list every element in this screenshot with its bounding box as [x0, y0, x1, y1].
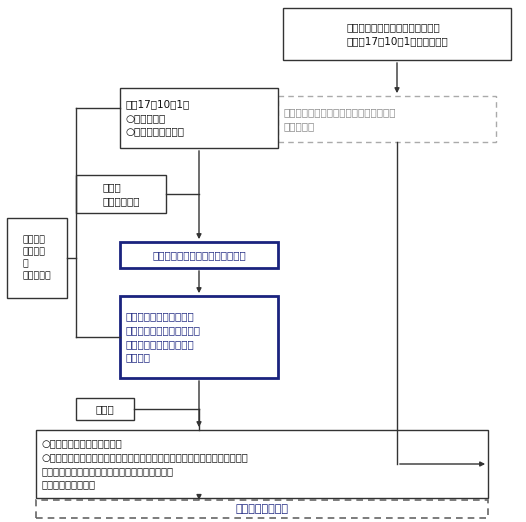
- Bar: [36, 500, 488, 518]
- Bar: [76, 398, 134, 420]
- Bar: [36, 430, 488, 498]
- Text: 暫定期間
（６ヶ月
＋
延長期間）: 暫定期間 （６ヶ月 ＋ 延長期間）: [23, 235, 52, 281]
- Bar: [120, 88, 278, 148]
- Bar: [283, 8, 511, 60]
- Bar: [120, 242, 278, 268]
- Text: 国土交通大臣による暫定協定策定
（平成17年10月1日より施行）: 国土交通大臣による暫定協定策定 （平成17年10月1日より施行）: [346, 22, 448, 46]
- Bar: [120, 296, 278, 378]
- Bar: [76, 175, 166, 213]
- Text: 本格的な業務開始: 本格的な業務開始: [236, 504, 288, 514]
- Bar: [7, 218, 67, 298]
- Bar: [278, 96, 496, 142]
- Text: 機構・会社は暫定協定に基づき、業務・
事業を実施: 機構・会社は暫定協定に基づき、業務・ 事業を実施: [283, 107, 396, 131]
- Text: ４ヶ月
（延長可能）: ４ヶ月 （延長可能）: [102, 182, 140, 206]
- Text: ○機構・会社が新協定を締結
○機構・会社は、新協定に基づいて、それぞれ国土交通大臣による業務実施
計画の認可及び事業の許可を得なければならない
（暫定協定は失効: ○機構・会社が新協定を締結 ○機構・会社は、新協定に基づいて、それぞれ国土交通大…: [41, 438, 248, 490]
- Text: ２ヶ月: ２ヶ月: [96, 404, 114, 414]
- Text: 平成17年10月1日
○公団の解散
○機構・会社の成立: 平成17年10月1日 ○公団の解散 ○機構・会社の成立: [125, 99, 189, 137]
- Text: 既に事業中の高速道路の
うち、会社が建設を行うべ
き高速道路を国土交通大
臣が指定: 既に事業中の高速道路の うち、会社が建設を行うべ き高速道路を国土交通大 臣が指…: [125, 312, 200, 362]
- Text: 国土交通大臣が機構・会社と協議: 国土交通大臣が機構・会社と協議: [152, 250, 246, 260]
